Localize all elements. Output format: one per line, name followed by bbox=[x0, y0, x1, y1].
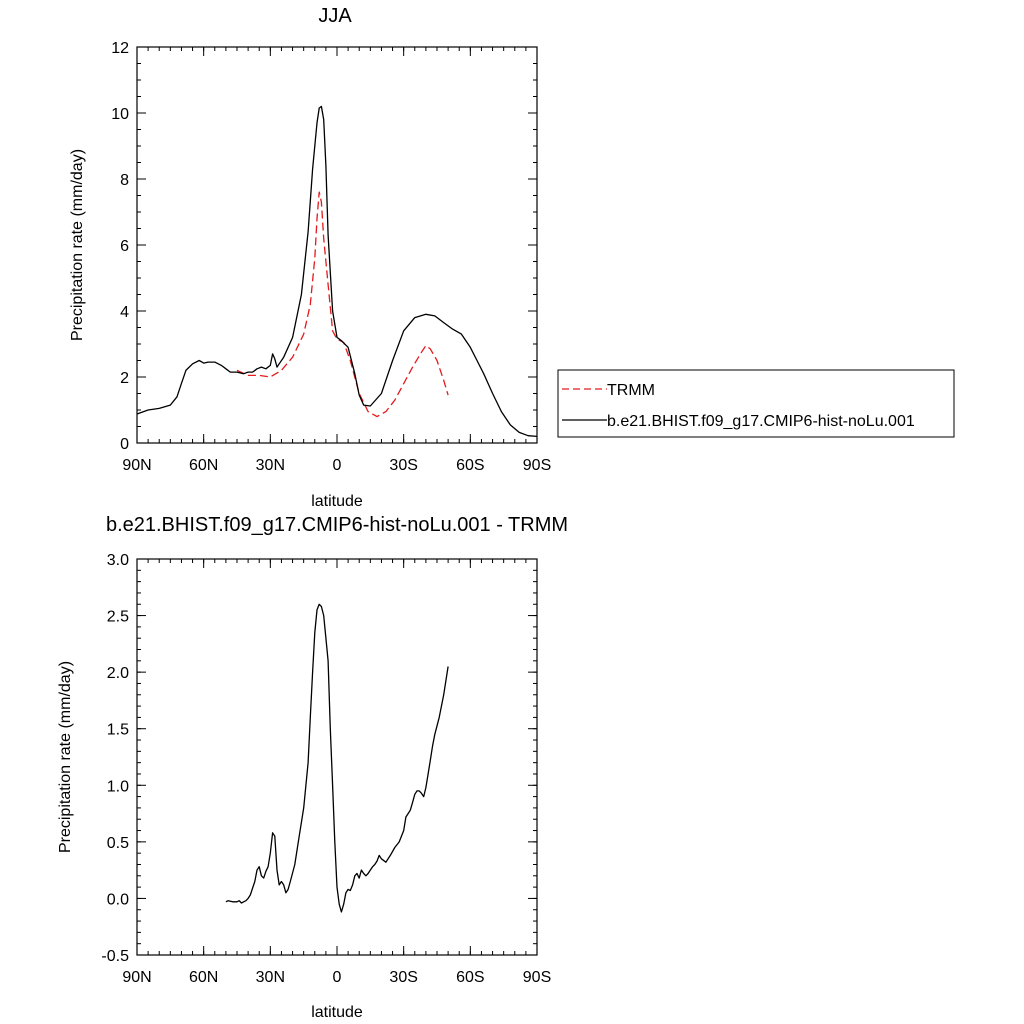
bottom-plot-axes: 90N 60N 30N 0 30S 60S 90S -0.5 0.0 0.5 1.0 1.5 2.0 2.… bbox=[101, 552, 551, 986]
top-plot-x-tick-label: 60N bbox=[189, 457, 218, 474]
top-plot-marks bbox=[136, 105, 538, 438]
top-plot-x-tick-label: 90N bbox=[122, 457, 151, 474]
top-plot-x-tick-label: 90S bbox=[523, 457, 551, 474]
bottom-plot-x-tick-label: 30S bbox=[389, 969, 417, 986]
top-plot-y-tick-label: 12 bbox=[111, 40, 129, 57]
bottom-plot-x-tick-label: 0 bbox=[333, 969, 342, 986]
bottom-plot-x-axis-label: latitude bbox=[311, 1004, 363, 1021]
top-plot-y-tick-label: 10 bbox=[111, 106, 129, 123]
bottom-plot-x-tick-label: 60S bbox=[456, 969, 484, 986]
top-plot-x-tick-label: 60S bbox=[456, 457, 484, 474]
top-plot-x-tick-label: 30S bbox=[389, 457, 417, 474]
bottom-plot-frame bbox=[136, 558, 538, 956]
top-plot-y-tick-label: 0 bbox=[120, 436, 129, 453]
top-plot: JJA 90N 60N 30N 0 30S 60S 90S 0 2 4 6 8 10 12 latitud… bbox=[69, 5, 955, 510]
top-plot-title: JJA bbox=[318, 5, 352, 27]
bottom-plot-marks bbox=[225, 603, 449, 913]
bottom-plot-y-tick-label: 3.0 bbox=[107, 552, 129, 569]
top-plot-x-tick-label: 30N bbox=[256, 457, 285, 474]
bottom-plot-y-tick-label: 2.5 bbox=[107, 609, 129, 626]
bottom-plot-title: b.e21.BHIST.f09_g17.CMIP6-hist-noLu.001 … bbox=[106, 514, 568, 536]
legend-trmm-label: TRMM bbox=[607, 382, 655, 399]
bottom-plot-x-tick-label: 60N bbox=[189, 969, 218, 986]
bottom-plot-x-tick-label: 30N bbox=[256, 969, 285, 986]
legend-model-label: b.e21.BHIST.f09_g17.CMIP6-hist-noLu.001 bbox=[607, 413, 915, 430]
top-plot-y-tick-label: 4 bbox=[120, 304, 129, 321]
bottom-plot: b.e21.BHIST.f09_g17.CMIP6-hist-noLu.001 … bbox=[57, 514, 568, 1021]
top-plot-y-tick-label: 8 bbox=[120, 172, 129, 189]
bottom-plot-y-tick-label: 0.5 bbox=[107, 835, 129, 852]
legend-box bbox=[557, 369, 955, 438]
top-plot-series-line-trmm bbox=[236, 191, 449, 418]
bottom-plot-y-tick-label: 1.5 bbox=[107, 722, 129, 739]
top-plot-y-tick-label: 6 bbox=[120, 238, 129, 255]
bottom-plot-x-tick-label: 90S bbox=[523, 969, 551, 986]
top-plot-series-line-b-e21-bhist-f09-g17-cmip6-hist-nolu-001 bbox=[136, 105, 538, 438]
top-plot-x-tick-label: 0 bbox=[333, 457, 342, 474]
bottom-plot-y-tick-label: 0.0 bbox=[107, 891, 129, 908]
bottom-plot-y-tick-label: 1.0 bbox=[107, 778, 129, 795]
top-plot-x-axis-label: latitude bbox=[311, 493, 363, 510]
top-plot-frame bbox=[136, 46, 538, 444]
top-plot-y-tick-label: 2 bbox=[120, 370, 129, 387]
bottom-plot-y-tick-label: -0.5 bbox=[101, 948, 129, 965]
bottom-plot-y-axis-label: Precipitation rate (mm/day) bbox=[57, 661, 74, 853]
legend: TRMM b.e21.BHIST.f09_g17.CMIP6-hist-noLu… bbox=[557, 369, 955, 438]
bottom-plot-y-tick-label: 2.0 bbox=[107, 665, 129, 682]
bottom-plot-series-line-diff-0 bbox=[225, 603, 449, 913]
top-plot-axes: 90N 60N 30N 0 30S 60S 90S 0 2 4 6 8 10 12 bbox=[111, 40, 551, 474]
bottom-plot-x-tick-label: 90N bbox=[122, 969, 151, 986]
top-plot-y-axis-label: Precipitation rate (mm/day) bbox=[69, 149, 86, 341]
